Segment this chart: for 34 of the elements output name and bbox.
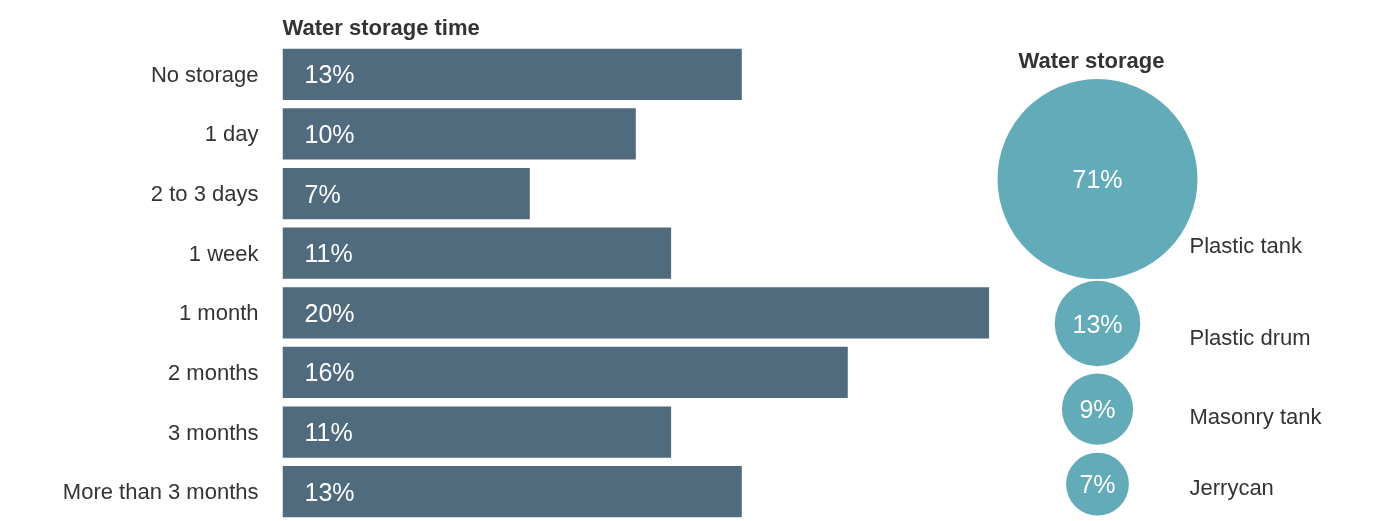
bar: [282, 287, 990, 339]
category-label: Plastic drum: [1189, 324, 1311, 350]
bar: [282, 227, 672, 279]
data-label: 16%: [304, 358, 355, 387]
bar: [282, 108, 636, 160]
y-tick-label: 1 month: [179, 300, 259, 326]
category-label: Plastic tank: [1189, 232, 1303, 258]
bar: [282, 466, 742, 518]
y-tick-label: 1 week: [188, 240, 260, 266]
y-tick-label: 2 to 3 days: [150, 181, 259, 207]
category-label: Jerrycan: [1189, 474, 1274, 500]
y-tick-label: More than 3 months: [62, 479, 259, 505]
bar: [282, 167, 530, 220]
y-tick-label: 1 day: [204, 121, 259, 147]
text: Water storage: [1018, 48, 1165, 74]
data-label: 13%: [1072, 309, 1123, 338]
y-tick-label: 3 months: [168, 419, 259, 445]
data-label: 10%: [304, 119, 355, 148]
bar: [282, 48, 742, 100]
data-label: 11%: [304, 239, 353, 268]
data-label: 20%: [304, 298, 355, 327]
chart-title: Water storage time: [282, 14, 480, 40]
data-label: 9%: [1079, 395, 1116, 424]
bar: [282, 406, 672, 458]
data-label: 13%: [304, 60, 355, 89]
data-label: 13%: [304, 477, 355, 506]
bar: [282, 346, 848, 399]
y-tick-label: 2 months: [168, 359, 259, 385]
data-label: 7%: [1079, 470, 1116, 499]
data-label: 71%: [1072, 165, 1123, 194]
category-label: Masonry tank: [1189, 403, 1323, 429]
data-label: 11%: [304, 418, 353, 447]
data-label: 7%: [304, 179, 341, 208]
y-tick-label: No storage: [150, 61, 259, 87]
